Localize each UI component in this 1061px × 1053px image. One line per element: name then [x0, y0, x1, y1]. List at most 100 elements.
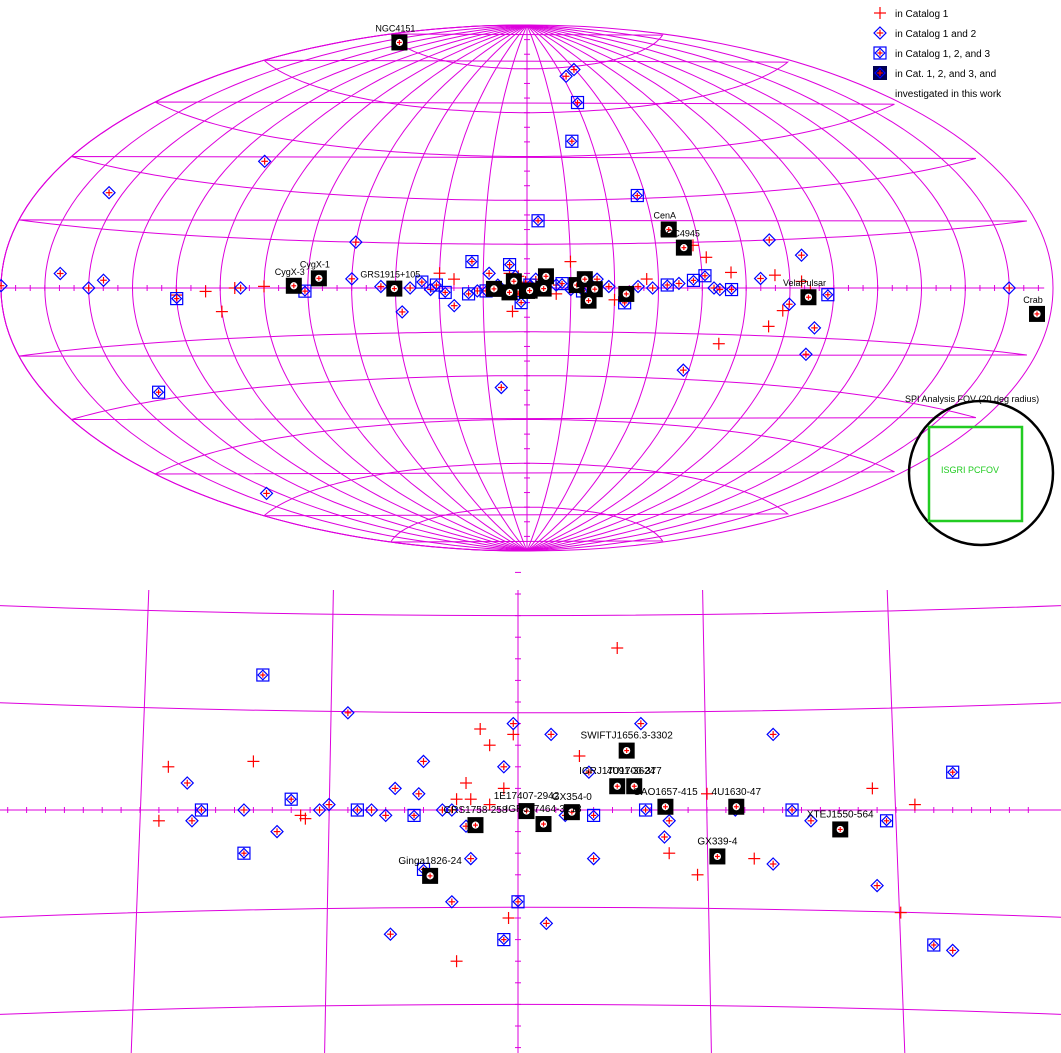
- catalog123-marker: [284, 792, 298, 806]
- marker-diamond: [257, 154, 272, 169]
- marker-square: [438, 285, 452, 300]
- marker-diamond: [344, 271, 359, 286]
- marker-square: [785, 803, 799, 817]
- catalog12-marker: [786, 804, 798, 816]
- marker-diamond: [498, 933, 510, 946]
- catalog1-marker: [543, 273, 549, 279]
- catalog123-marker: [429, 278, 444, 292]
- catalog12-marker: [435, 803, 450, 817]
- catalog1-marker: [485, 270, 493, 277]
- marker-diamond: [185, 813, 199, 828]
- marker-diamond: [657, 830, 672, 844]
- catalog1-marker: [368, 806, 375, 814]
- marker-diamond: [766, 857, 780, 871]
- marker-diamond: [403, 281, 417, 295]
- catalog12-marker: [945, 943, 960, 958]
- catalog12-marker: [171, 292, 183, 305]
- catalog12-marker: [482, 266, 496, 281]
- catalog1-marker: [649, 284, 656, 292]
- marker-diamond: [416, 276, 428, 288]
- catalog12-marker: [374, 279, 388, 294]
- marker-diamond: [582, 765, 596, 780]
- catalog1-marker: [700, 251, 713, 264]
- catalog1-marker: [491, 286, 497, 292]
- catalog1-marker: [762, 320, 775, 333]
- catalog12-marker: [439, 286, 451, 299]
- source-label: CygX-3: [275, 267, 305, 277]
- marker-diamond: [631, 189, 643, 202]
- catalog123-marker: [698, 269, 712, 283]
- catalog12-marker: [152, 386, 165, 398]
- catalog12-marker: [180, 776, 195, 790]
- marker-diamond: [799, 347, 813, 362]
- zoom-source-label: OAO1657-415: [633, 787, 698, 798]
- investigated-marker: [580, 292, 597, 309]
- catalog1-marker: [541, 286, 547, 291]
- catalog12-marker: [661, 279, 673, 291]
- marker-square: [638, 803, 653, 817]
- catalog1-marker: [728, 286, 735, 293]
- catalog1-marker: [398, 308, 406, 316]
- source-label: CenA: [653, 210, 676, 220]
- catalog1-marker: [574, 99, 581, 106]
- zoom-source-label: Ginga1826-24: [398, 856, 462, 867]
- catalog12-marker: [601, 279, 616, 294]
- catalog12-marker: [672, 276, 686, 291]
- investigated-marker: [800, 289, 817, 306]
- marker-diamond: [947, 766, 959, 778]
- marker-diamond: [807, 321, 822, 335]
- marker-square: [415, 275, 429, 289]
- catalog123-marker: [531, 214, 545, 228]
- marker-diamond: [532, 215, 544, 227]
- catalog12-marker: [447, 298, 462, 313]
- zoom-source-label: GRS1758-258: [444, 805, 508, 816]
- marker-diamond: [257, 669, 269, 681]
- catalog1-marker: [573, 750, 586, 762]
- catalog12-marker: [233, 281, 248, 295]
- marker-diamond: [81, 281, 96, 295]
- catalog12-marker: [395, 305, 410, 319]
- catalog1-marker: [569, 138, 575, 144]
- parallel-line: [154, 419, 895, 475]
- catalog1-marker: [877, 70, 883, 76]
- investigated-marker: [310, 270, 327, 287]
- marker-square: [284, 792, 298, 806]
- marker-square: [502, 258, 517, 272]
- marker-diamond: [445, 803, 459, 817]
- catalog12-marker: [762, 233, 777, 247]
- catalog1-marker: [866, 782, 879, 795]
- catalog12-marker: [657, 830, 672, 844]
- marker-diamond: [713, 282, 727, 297]
- fov-annotation: SPI Analysis FOV (20 deg radius) ISGRI P…: [905, 394, 1055, 547]
- catalog1-marker: [450, 302, 458, 309]
- catalog1-marker: [874, 7, 886, 19]
- marker-diamond: [270, 824, 284, 839]
- catalog1-marker: [1005, 284, 1013, 292]
- investigated-marker: [709, 848, 726, 865]
- catalog1-marker: [663, 847, 676, 860]
- catalog1-marker: [344, 709, 352, 717]
- marker-square: [350, 803, 364, 817]
- catalog1-marker: [483, 798, 496, 811]
- catalog12-marker: [713, 282, 727, 297]
- catalog123-marker: [946, 765, 960, 779]
- catalog1-marker: [681, 245, 687, 251]
- marker-square: [194, 803, 209, 817]
- marker-square: [565, 134, 579, 148]
- marker-diamond: [430, 279, 443, 291]
- marker-diamond: [874, 67, 886, 79]
- catalog1-marker: [515, 899, 521, 905]
- catalog12-marker: [503, 258, 516, 271]
- marker-diamond: [388, 781, 402, 796]
- catalog12-marker: [639, 804, 652, 816]
- catalog12-marker: [462, 288, 475, 300]
- catalog1-marker: [564, 255, 577, 268]
- catalog1-marker: [406, 284, 414, 292]
- catalog1-marker: [448, 273, 461, 286]
- catalog1-marker: [559, 280, 565, 287]
- catalog12-marker: [408, 809, 420, 822]
- catalog12-marker: [559, 69, 573, 84]
- catalog1-marker: [464, 793, 477, 806]
- catalog1-marker: [506, 305, 519, 318]
- catalog1-marker: [562, 72, 570, 80]
